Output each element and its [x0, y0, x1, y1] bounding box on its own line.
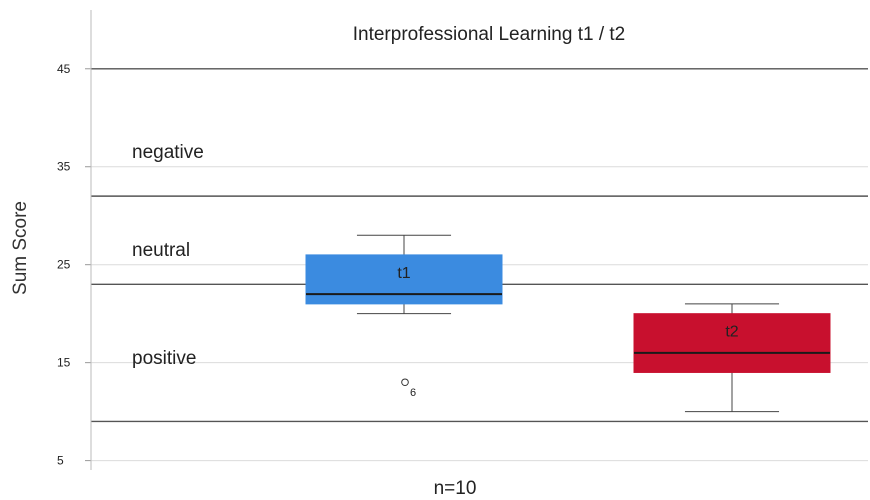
x-axis-label: n=10 [434, 478, 477, 499]
y-tick-label: 25 [57, 258, 71, 272]
outlier-label: 6 [410, 387, 416, 399]
y-tick-label: 5 [57, 454, 64, 468]
region-label-negative: negative [132, 142, 204, 163]
box-label: t1 [397, 265, 410, 282]
box-t2: t2 [633, 303, 831, 413]
chart-title: Interprofessional Learning t1 / t2 [353, 24, 626, 45]
y-tick-label: 35 [57, 160, 71, 174]
box-iqr [633, 313, 831, 373]
region-label-positive: positive [132, 348, 196, 369]
region-label-neutral: neutral [132, 240, 190, 261]
y-axis-label: Sum Score [10, 201, 31, 295]
box-label: t2 [725, 324, 738, 341]
box-t1: t1 6 [305, 234, 503, 399]
y-tick-label: 15 [57, 356, 71, 370]
y-tick-label: 45 [57, 62, 71, 76]
outlier-point [401, 378, 409, 387]
box-iqr [305, 254, 503, 305]
